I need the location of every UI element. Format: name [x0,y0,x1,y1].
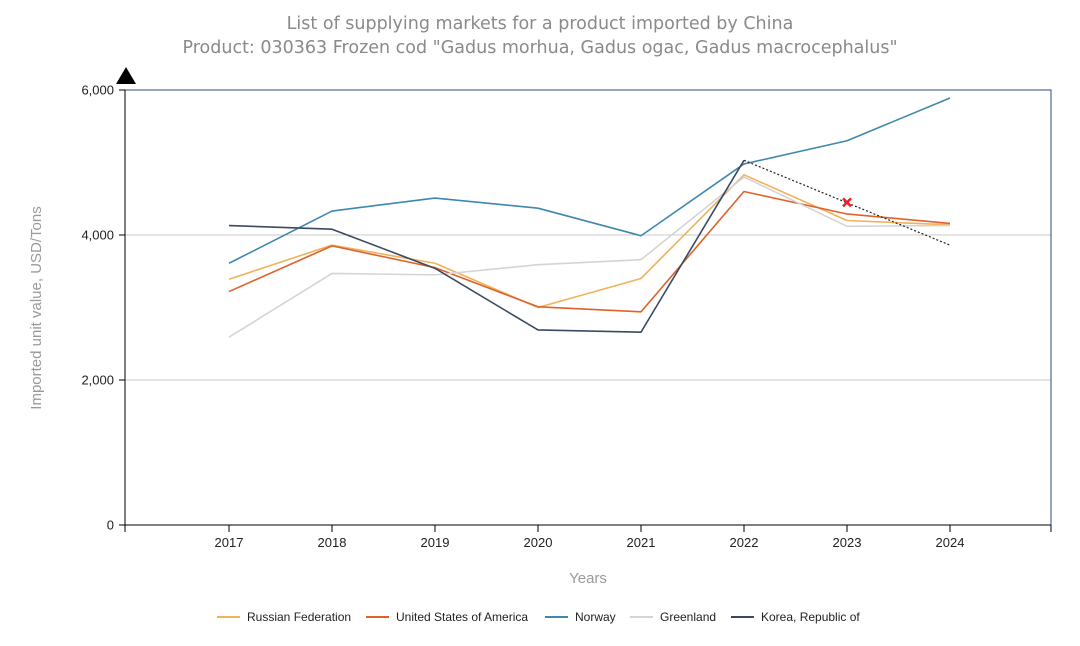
x-tick-label: 2020 [524,535,553,550]
legend-label: Greenland [660,610,716,624]
series-line-norway [228,97,951,264]
legend-label: United States of America [396,610,528,624]
y-tick-label: 6,000 [81,83,114,98]
series-line-united-states-of-america [228,190,951,313]
chart-subtitle: Product: 030363 Frozen cod "Gadus morhua… [182,38,897,58]
x-tick-label: 2022 [730,535,759,550]
y-axis-label: Imported unit value, USD/Tons [28,206,45,409]
legend: Russian Federation United States of Ameri… [217,610,860,624]
y-axis: 0 2,000 4,000 6,000 [81,83,126,533]
x-marker-stroke [842,197,852,208]
x-axis-label: Years [569,570,607,587]
legend-label: Korea, Republic of [761,610,860,624]
y-tick-label: 0 [107,518,114,533]
x-tick-label: 2018 [318,535,347,550]
x-tick-label: 2024 [936,535,965,550]
annotations [743,159,951,246]
x-tick-label: 2021 [627,535,656,550]
trend-line [743,159,951,246]
plot-area-border [124,89,1052,526]
x-tick-label: 2023 [833,535,862,550]
series-line-russian-federation [228,174,951,309]
series-lines [228,97,951,338]
gridlines [125,234,1051,381]
x-marker-icon [842,197,852,208]
x-tick-label: 2017 [215,535,244,550]
chart-title: List of supplying markets for a product … [287,14,794,34]
y-axis-arrow-icon [116,67,136,84]
x-tick-label: 2019 [421,535,450,550]
y-tick-label: 4,000 [81,228,114,243]
legend-label: Norway [575,610,616,624]
series-line-greenland [228,176,951,338]
y-tick-label: 2,000 [81,373,114,388]
series-line-korea-republic-of [228,159,745,333]
x-axis: 2017 2018 2019 2020 2021 2022 2023 2024 [124,524,1052,550]
legend-label: Russian Federation [247,610,351,624]
